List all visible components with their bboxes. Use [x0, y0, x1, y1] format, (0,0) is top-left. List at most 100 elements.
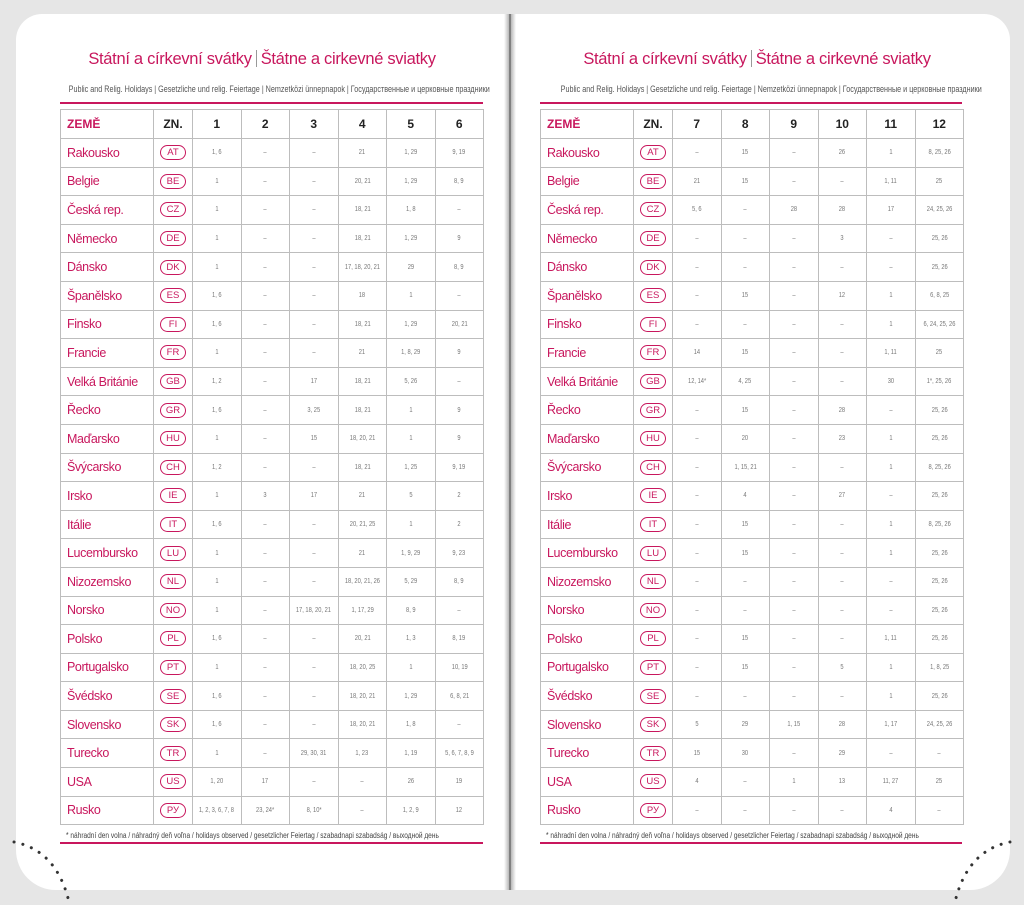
day-text: – [695, 549, 699, 557]
day-text: – [263, 320, 267, 328]
code-badge: NL [640, 574, 666, 590]
country-row: Německo DE 1 – – 18, 21 1, 29 9 [60, 223, 484, 254]
day-text: 1 [215, 578, 219, 586]
country-code: TR [153, 738, 193, 769]
holiday-days: 1, 25 [386, 452, 436, 483]
day-text: 1, 6 [211, 320, 222, 328]
day-text: 1, 25 [404, 463, 418, 471]
holiday-days: 24, 25, 26 [914, 709, 964, 740]
holiday-days: – [769, 566, 819, 597]
day-text: 8, 9 [454, 578, 465, 586]
day-text: – [743, 778, 747, 786]
holiday-days: 13 [817, 767, 867, 797]
day-text: 28 [839, 406, 846, 414]
holiday-days: – [720, 309, 770, 340]
day-text: – [312, 149, 316, 157]
country-code: NL [153, 566, 193, 597]
holiday-days: – [240, 538, 290, 568]
holiday-days: 15 [720, 166, 770, 197]
subtitle-text: Public and Relig. Holidays | Gesetzliche… [560, 84, 982, 94]
holiday-days: 9, 19 [434, 138, 484, 168]
holiday-days: 25, 26 [914, 538, 964, 568]
day-text: 8, 9 [454, 263, 465, 271]
page-title: Státní a církevní svátky Štátne a cirkevn… [16, 50, 508, 69]
holiday-days: – [866, 481, 916, 511]
day-text: 17 [310, 492, 317, 500]
holiday-days: 15 [289, 423, 339, 454]
day-text: – [312, 578, 316, 586]
holiday-days: 6, 24, 25, 26 [914, 309, 964, 340]
day-text: 1, 15 [787, 721, 801, 729]
country-name: Maďarsko [60, 423, 154, 454]
holiday-days: 1, 20 [192, 767, 242, 797]
day-text: 18, 21 [354, 463, 371, 471]
column-header: 2 [240, 109, 290, 139]
holiday-days: – [720, 595, 770, 626]
day-text: – [792, 177, 796, 185]
holiday-days: 25, 26 [914, 423, 964, 454]
country-code: FR [153, 338, 193, 368]
day-text: – [263, 435, 267, 443]
day-text: 8, 25, 26 [928, 149, 951, 157]
day-text: – [312, 235, 316, 243]
holiday-days: – [240, 138, 290, 168]
day-text: 1*, 25, 26 [926, 378, 952, 386]
country-code: LU [633, 538, 673, 568]
title-separator [750, 50, 752, 67]
day-text: – [312, 635, 316, 643]
holiday-days: – [769, 509, 819, 540]
day-text: 1 [215, 435, 219, 443]
holiday-days: – [866, 395, 916, 425]
day-text: 1 [215, 549, 219, 557]
country-name: Nizozemsko [60, 566, 154, 597]
holiday-days: 1, 8 [386, 709, 436, 740]
day-text: – [792, 320, 796, 328]
day-text: 18, 21 [354, 206, 371, 214]
day-text: 1, 8 [405, 721, 416, 729]
country-row: Francie FR 1 – – 21 1, 8, 29 9 [60, 338, 484, 368]
day-text: – [312, 549, 316, 557]
holiday-days: 18, 21 [337, 309, 387, 340]
day-text: 1, 20 [210, 778, 224, 786]
country-row: Švýcarsko CH 1, 2 – – 18, 21 1, 25 9, 19 [60, 452, 484, 483]
column-header: ZEMĚ [540, 109, 634, 139]
day-text: – [840, 692, 844, 700]
day-text: 25, 26 [931, 692, 948, 700]
day-text: – [792, 549, 796, 557]
holiday-days: – [240, 395, 290, 425]
country-row: Belgie BE 21 15 – – 1, 11 25 [540, 166, 964, 197]
day-text: – [312, 206, 316, 214]
holiday-days: 26 [817, 138, 867, 168]
day-text: 1 [409, 435, 413, 443]
day-text: 9 [457, 406, 461, 414]
day-text: 1 [215, 206, 219, 214]
holiday-days: 5 [386, 481, 436, 511]
day-text: 1, 29 [404, 320, 418, 328]
code-badge: CZ [640, 202, 666, 218]
day-text: 29 [407, 263, 414, 271]
country-code: US [633, 767, 673, 797]
country-code: GB [633, 366, 673, 397]
holiday-days: 1, 6 [192, 509, 242, 540]
day-text: – [743, 320, 747, 328]
country-code: NO [633, 595, 673, 626]
holiday-days: 1 [192, 595, 242, 626]
country-row: Rakousko AT 1, 6 – – 21 1, 29 9, 19 [60, 138, 484, 168]
day-text: 1 [889, 463, 893, 471]
day-text: – [457, 606, 461, 614]
code-badge: TR [160, 745, 186, 761]
day-text: 12 [839, 292, 846, 300]
day-text: – [695, 435, 699, 443]
holiday-days: – [866, 595, 916, 626]
day-text: – [792, 378, 796, 386]
column-header: ZEMĚ [60, 109, 154, 139]
holiday-days: 3 [240, 481, 290, 511]
country-row: Itálie IT – 15 – – 1 8, 25, 26 [540, 509, 964, 540]
code-badge: РУ [640, 802, 666, 818]
day-text: 1, 17, 29 [351, 606, 374, 614]
holiday-days: 1 [192, 738, 242, 769]
day-text: 21 [359, 549, 366, 557]
holiday-days: – [769, 338, 819, 368]
holiday-days: – [817, 566, 867, 597]
holiday-days: 8, 25, 26 [914, 509, 964, 540]
